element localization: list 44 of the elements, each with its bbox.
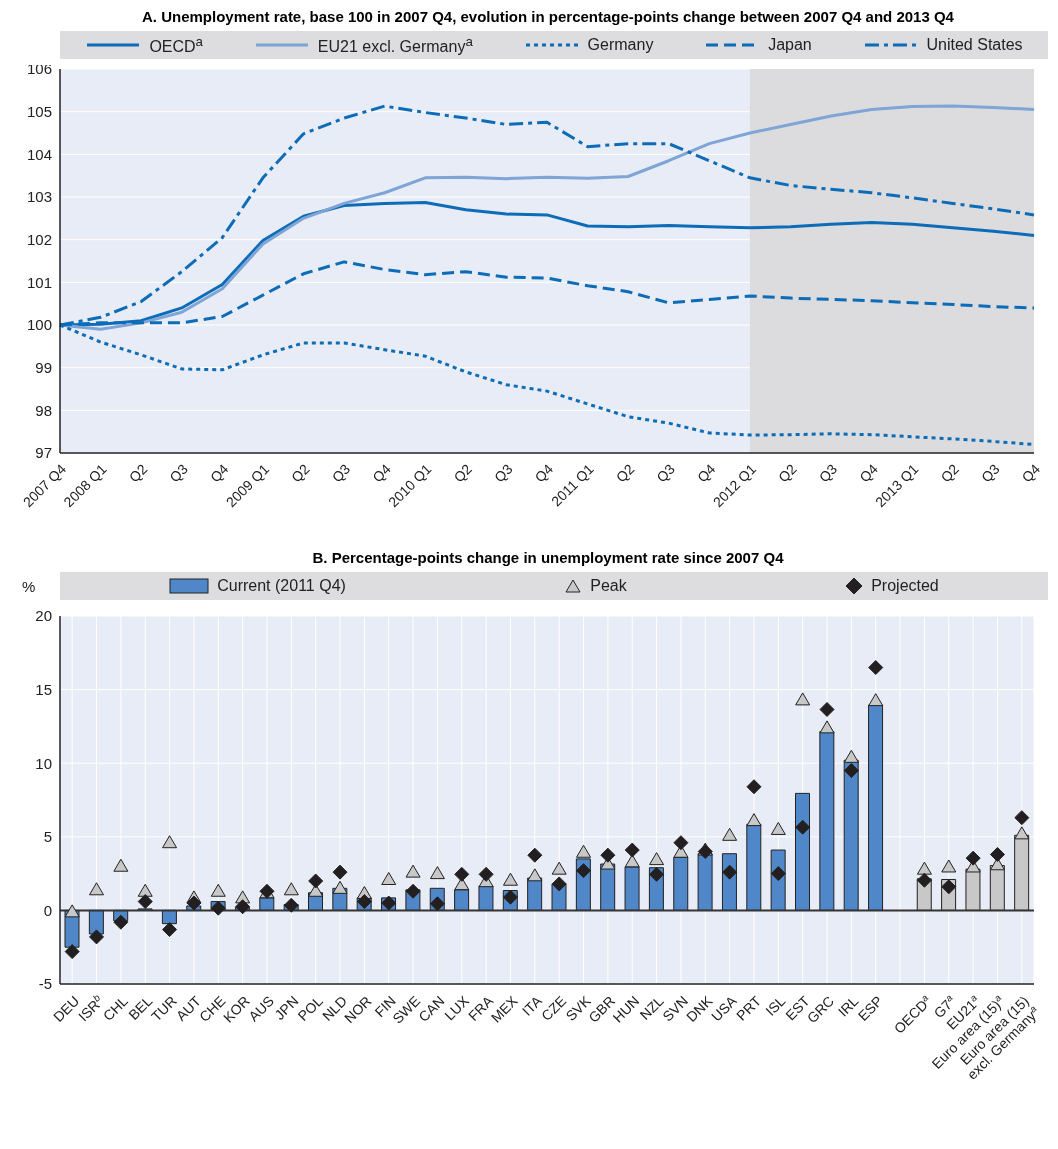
y-tick-label: 102 bbox=[26, 230, 52, 248]
y-tick-label: 20 bbox=[35, 607, 52, 625]
x-tick-label: Q2 bbox=[612, 460, 638, 486]
x-tick-label: Q4 bbox=[856, 460, 881, 486]
chart-title: A. Unemployment rate, base 100 in 2007 Q4, evolution in percentage-points change between 2007 Q4 and 2013 Q4 bbox=[141, 8, 955, 25]
x-tick-label: Q3 bbox=[815, 460, 841, 486]
y-tick-label: 101 bbox=[26, 273, 52, 291]
legend-label: OECD$^{a}$ bbox=[149, 33, 204, 57]
y-tick-label: 98 bbox=[35, 401, 52, 419]
x-tick-label: Q3 bbox=[491, 460, 516, 486]
y-tick-label: 97 bbox=[35, 444, 52, 462]
x-tick-label: Q2 bbox=[125, 460, 151, 486]
x-tick-label: Q4 bbox=[693, 460, 719, 486]
y-tick-label: 5 bbox=[43, 828, 52, 846]
x-tick-label: Q3 bbox=[328, 460, 354, 486]
y-tick-label: 15 bbox=[35, 680, 52, 698]
legend-label: EU21 excl. Germany$^{a}$ bbox=[317, 33, 473, 57]
legend-label: Germany bbox=[587, 36, 654, 54]
x-tick-label: Q3 bbox=[978, 460, 1003, 486]
x-tick-label: Q2 bbox=[288, 460, 313, 486]
y-tick-label: 0 bbox=[43, 901, 52, 919]
x-tick-label: Q4 bbox=[206, 460, 232, 486]
y-tick-label: 100 bbox=[26, 316, 52, 334]
x-tick-label: Q4 bbox=[369, 460, 394, 486]
chart-title: B. Percentage-points change in unemployment rate since 2007 Q4 bbox=[311, 549, 785, 566]
legend-label: Projected bbox=[871, 577, 939, 595]
x-tick-label: Q3 bbox=[653, 460, 679, 486]
legend-label: Peak bbox=[590, 577, 627, 595]
y-tick-label: -5 bbox=[38, 975, 52, 993]
y-axis-title: % bbox=[22, 578, 36, 595]
x-tick-label: Q2 bbox=[937, 460, 963, 486]
y-tick-label: 104 bbox=[26, 145, 52, 163]
x-tick-label: Q2 bbox=[775, 460, 800, 486]
y-tick-label: 105 bbox=[26, 102, 52, 120]
y-tick-label: 99 bbox=[35, 358, 52, 376]
x-tick-label: Q4 bbox=[531, 460, 557, 486]
x-tick-label: Q4 bbox=[1018, 460, 1044, 486]
y-tick-label: 10 bbox=[35, 754, 52, 772]
y-tick-label: 103 bbox=[26, 188, 52, 206]
legend-label: United States bbox=[926, 36, 1023, 54]
x-tick-label: Q2 bbox=[450, 460, 476, 486]
legend-label: Japan bbox=[768, 36, 812, 54]
legend-label: Current (2011 Q4) bbox=[217, 577, 346, 595]
x-tick-label: Q3 bbox=[166, 460, 192, 486]
